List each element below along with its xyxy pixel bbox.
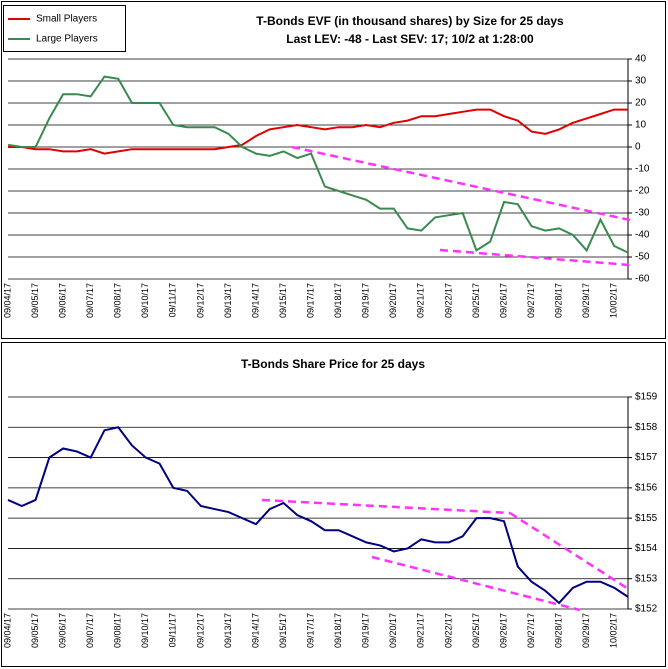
x-tick-label: 09/08/17 [113, 283, 123, 318]
x-tick-label: 09/11/17 [168, 283, 178, 317]
plot-layer: -60 -50 -40 -30 -20 -10 0 10 20 30 40 09/04/17 09/05… [2, 5, 658, 648]
y-tick-label: -60 [635, 274, 650, 285]
series-line [7, 75, 629, 254]
x-tick-label: 09/14/17 [250, 283, 260, 318]
x-tick-label: 09/07/17 [85, 613, 95, 648]
chart-title: T-Bonds Share Price for 25 days [241, 357, 425, 371]
x-tick-label: 09/10/17 [140, 283, 150, 318]
y-tick-label: $159 [635, 392, 658, 403]
x-tick-label: 09/08/17 [113, 613, 123, 648]
x-tick-label: 10/02/17 [609, 613, 619, 648]
y-tick-label: 20 [635, 98, 647, 109]
x-tick-label: 09/21/17 [416, 613, 426, 648]
x-tick-label: 09/20/17 [388, 613, 398, 648]
y-tick-label: $157 [635, 452, 658, 463]
x-tick-label: 10/02/17 [609, 283, 619, 318]
x-tick-label: 09/27/17 [526, 283, 536, 318]
x-tick-label: 09/10/17 [140, 613, 150, 648]
y-tick-label: 0 [635, 142, 641, 153]
trend-line [261, 498, 511, 515]
chart-title: T-Bonds EVF (in thousand shares) by Size… [256, 14, 564, 28]
x-tick-label: 09/13/17 [223, 613, 233, 648]
x-tick-label: 09/06/17 [57, 283, 67, 318]
y-tick-label: 10 [635, 120, 647, 131]
x-tick-label: 09/26/17 [498, 283, 508, 318]
x-tick-label: 09/17/17 [305, 283, 315, 318]
series-line [7, 426, 629, 605]
x-tick-label: 09/12/17 [195, 283, 205, 318]
x-tick-label: 09/12/17 [195, 613, 205, 648]
legend-label: Large Players [36, 34, 98, 45]
panel-frame [1, 1, 666, 339]
x-tick-label: 09/14/17 [250, 613, 260, 648]
x-tick-label: 09/29/17 [581, 283, 591, 318]
trend-line [291, 145, 631, 222]
x-tick-label: 09/26/17 [498, 613, 508, 648]
y-tick-label: 40 [635, 54, 647, 65]
chart-subtitle: Last LEV: -48 - Last SEV: 17; 10/2 at 1:… [286, 32, 534, 46]
x-tick-label: 09/19/17 [361, 613, 371, 648]
x-tick-label: 09/27/17 [526, 613, 536, 648]
legend-label: Small Players [36, 14, 97, 25]
y-tick-label: -10 [635, 164, 650, 175]
x-tick-label: 09/17/17 [305, 613, 315, 648]
x-tick-label: 09/22/17 [443, 613, 453, 648]
y-tick-label: -20 [635, 186, 650, 197]
x-tick-label: 09/18/17 [333, 283, 343, 318]
x-tick-label: 09/25/17 [471, 613, 481, 648]
y-tick-label: -30 [635, 208, 650, 219]
x-tick-label: 09/04/17 [2, 283, 12, 318]
y-tick-label: $153 [635, 573, 658, 584]
y-tick-label: $152 [635, 604, 658, 615]
y-tick-label: $156 [635, 482, 658, 493]
y-tick-label: $155 [635, 513, 658, 524]
x-tick-label: 09/07/17 [85, 283, 95, 318]
x-tick-label: 09/28/17 [553, 283, 563, 318]
x-tick-label: 09/28/17 [553, 613, 563, 648]
x-tick-label: 09/04/17 [2, 613, 12, 648]
x-tick-label: 09/06/17 [57, 613, 67, 648]
x-tick-label: 09/05/17 [30, 613, 40, 648]
y-tick-label: -50 [635, 252, 650, 263]
x-tick-label: 09/25/17 [471, 283, 481, 318]
trend-line [439, 248, 631, 267]
trend-line [509, 511, 631, 592]
x-tick-label: 09/11/17 [168, 613, 178, 647]
y-tick-label: $158 [635, 422, 658, 433]
x-tick-label: 09/15/17 [278, 283, 288, 318]
x-tick-label: 09/18/17 [333, 613, 343, 648]
x-tick-label: 09/29/17 [581, 613, 591, 648]
trend-line [371, 555, 581, 612]
x-tick-label: 09/15/17 [278, 613, 288, 648]
x-tick-label: 09/05/17 [30, 283, 40, 318]
x-tick-label: 09/13/17 [223, 283, 233, 318]
x-tick-label: 09/19/17 [361, 283, 371, 318]
y-tick-label: 30 [635, 76, 647, 87]
y-tick-label: $154 [635, 543, 658, 554]
y-tick-label: -40 [635, 230, 650, 241]
x-tick-label: 09/20/17 [388, 283, 398, 318]
x-tick-label: 09/22/17 [443, 283, 453, 318]
series-line [8, 108, 628, 155]
trend-lines [261, 145, 631, 612]
legend-box [3, 5, 126, 52]
x-tick-label: 09/21/17 [416, 283, 426, 318]
